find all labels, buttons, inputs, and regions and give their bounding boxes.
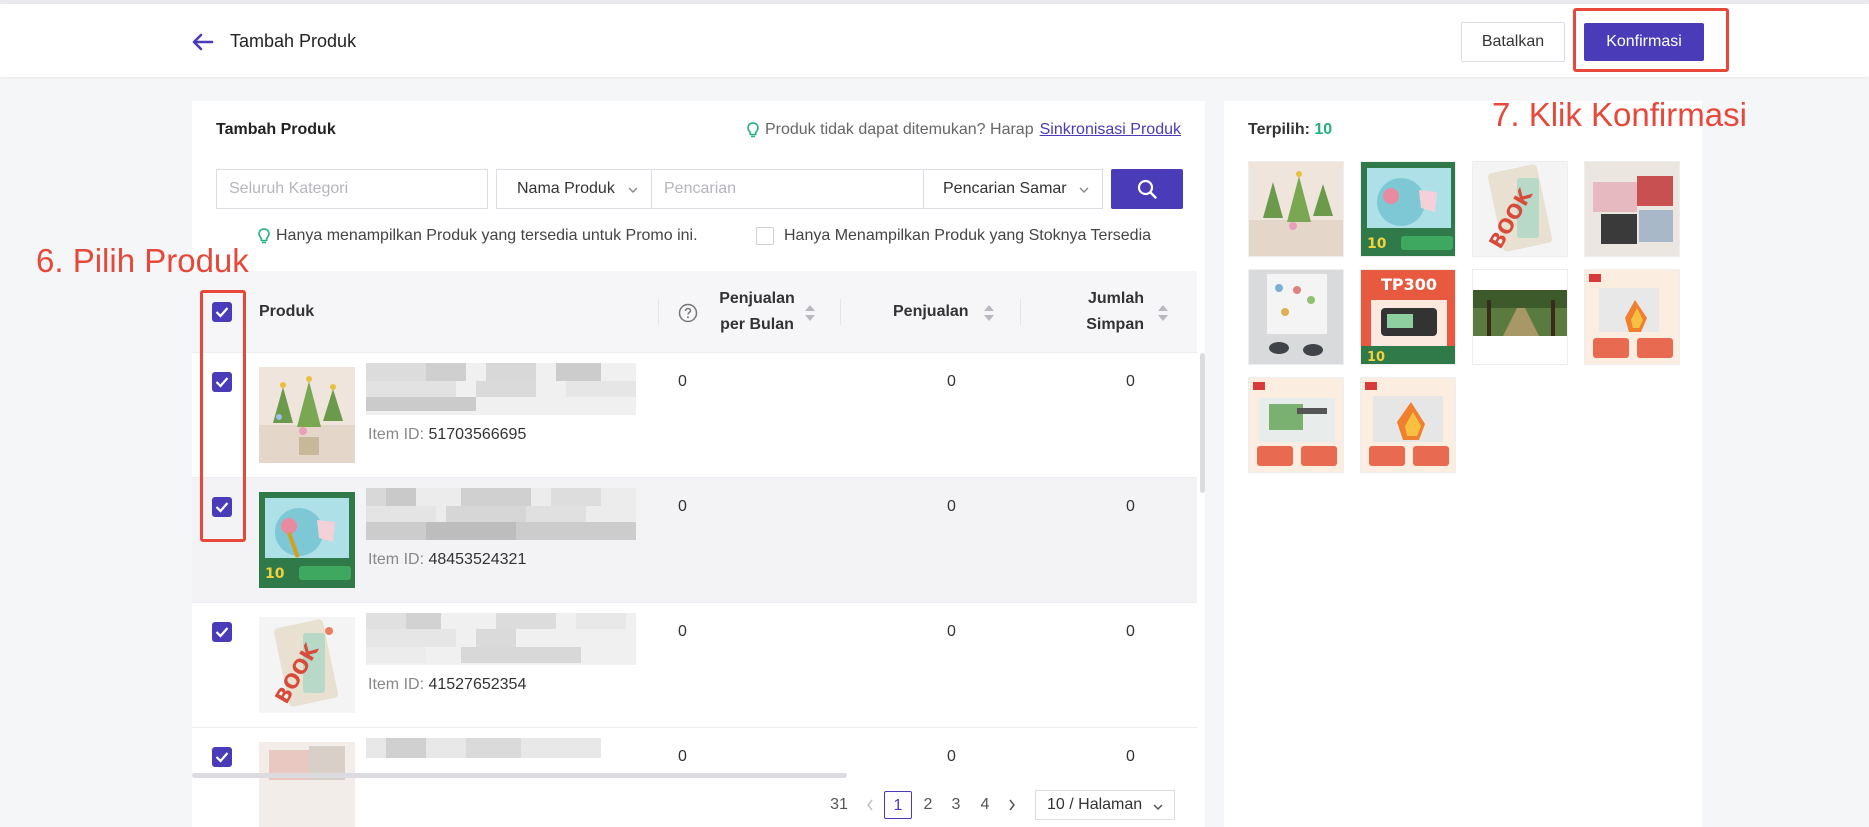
column-saved[interactable]: Jumlah Simpan bbox=[1086, 290, 1144, 333]
total-count: 31 bbox=[830, 796, 848, 813]
row-checkbox[interactable] bbox=[212, 622, 232, 642]
horizontal-scrollbar[interactable] bbox=[192, 773, 847, 778]
next-page-icon[interactable] bbox=[1002, 791, 1022, 819]
selected-panel: Terpilih: 10 10 BOOK TP300 10 bbox=[1224, 101, 1702, 827]
row-checkbox[interactable] bbox=[212, 747, 232, 767]
page-title: Tambah Produk bbox=[230, 31, 357, 51]
search-icon bbox=[1137, 179, 1157, 199]
stock-only-label: Hanya Menampilkan Produk yang Stoknya Te… bbox=[784, 227, 1152, 244]
saved-value: 0 bbox=[1126, 373, 1135, 390]
sales-value: 0 bbox=[947, 623, 956, 640]
svg-text:10: 10 bbox=[1367, 236, 1387, 252]
step6-annotation: 6. Pilih Produk bbox=[36, 242, 249, 279]
page-2[interactable]: 2 bbox=[923, 796, 933, 813]
saved-value: 0 bbox=[1126, 623, 1135, 640]
search-input[interactable]: Pencarian bbox=[651, 169, 924, 209]
selected-product-thumbnail[interactable] bbox=[1584, 269, 1680, 365]
search-field-value: Nama Produk bbox=[517, 180, 615, 197]
column-monthly-sales[interactable]: Penjualan per Bulan bbox=[719, 290, 795, 333]
monthly-sales-value: 0 bbox=[678, 748, 687, 765]
column-product: Produk bbox=[259, 303, 315, 320]
svg-text:10: 10 bbox=[1367, 350, 1385, 365]
lightbulb-icon bbox=[747, 121, 759, 139]
product-thumbnail bbox=[259, 367, 355, 463]
page-size-select[interactable]: 10 / Halaman bbox=[1035, 790, 1175, 820]
table-row[interactable]: Item ID: 51703566695 0 0 0 bbox=[192, 353, 1197, 478]
selected-product-thumbnail[interactable] bbox=[1472, 269, 1568, 365]
selected-product-thumbnail[interactable]: BOOK bbox=[1472, 161, 1568, 257]
step7-annotation: 7. Klik Konfirmasi bbox=[1492, 96, 1747, 133]
sort-icon[interactable] bbox=[1157, 303, 1169, 323]
back-arrow-icon[interactable] bbox=[190, 30, 216, 54]
top-border bbox=[0, 0, 1869, 4]
page-header: Tambah Produk Batalkan Konfirmasi bbox=[0, 4, 1869, 77]
promo-only-text: Hanya menampilkan Produk yang tersedia u… bbox=[276, 227, 698, 244]
chevron-down-icon bbox=[1078, 183, 1090, 195]
sync-hint-text: Produk tidak dapat ditemukan? Harap bbox=[764, 121, 1034, 138]
product-thumbnail: 10 bbox=[259, 492, 355, 588]
product-name-redacted bbox=[366, 613, 636, 665]
chevron-down-icon bbox=[627, 183, 639, 195]
search-mode-select[interactable]: Pencarian Samar bbox=[923, 169, 1103, 209]
sort-icon[interactable] bbox=[804, 303, 816, 323]
add-product-panel: Tambah Produk Produk tidak dapat ditemuk… bbox=[192, 101, 1205, 827]
monthly-sales-value: 0 bbox=[678, 623, 687, 640]
svg-text:10: 10 bbox=[265, 566, 285, 582]
page-3[interactable]: 3 bbox=[951, 796, 961, 813]
vertical-scrollbar[interactable] bbox=[1200, 353, 1205, 493]
svg-text:TP300: TP300 bbox=[1381, 275, 1437, 294]
item-id: Item ID: 48453524321 bbox=[368, 551, 527, 568]
prev-page-icon[interactable] bbox=[860, 791, 880, 819]
sales-value: 0 bbox=[947, 373, 956, 390]
sync-product-link[interactable]: Sinkronisasi Produk bbox=[1039, 121, 1181, 138]
item-id: Item ID: 41527652354 bbox=[368, 676, 527, 693]
sales-value: 0 bbox=[947, 498, 956, 515]
chevron-down-icon bbox=[1152, 800, 1164, 818]
table-row[interactable]: BOOK Item ID: 41527652354 0 0 0 bbox=[192, 603, 1197, 728]
selected-count-label: Terpilih: 10 bbox=[1248, 121, 1333, 138]
product-name-redacted bbox=[366, 488, 636, 540]
product-thumbnail bbox=[259, 742, 355, 827]
monthly-sales-value: 0 bbox=[678, 373, 687, 390]
help-question-icon[interactable] bbox=[678, 303, 698, 323]
stock-only-checkbox[interactable] bbox=[756, 227, 774, 245]
row-checkbox[interactable] bbox=[212, 497, 232, 517]
column-sales[interactable]: Penjualan bbox=[893, 303, 969, 320]
stock-only-filter[interactable]: Hanya Menampilkan Produk yang Stoknya Te… bbox=[756, 227, 1151, 245]
item-id: Item ID: 51703566695 bbox=[368, 426, 527, 443]
promo-only-hint: Hanya menampilkan Produk yang tersedia u… bbox=[258, 227, 698, 245]
panel-title: Tambah Produk bbox=[216, 121, 336, 138]
saved-value: 0 bbox=[1126, 748, 1135, 765]
table-header: Produk Penjualan per Bulan Penjualan Jum… bbox=[192, 271, 1197, 353]
confirm-button[interactable]: Konfirmasi bbox=[1584, 23, 1704, 61]
search-field-select[interactable]: Nama Produk bbox=[496, 169, 652, 209]
selected-product-thumbnail[interactable] bbox=[1360, 377, 1456, 473]
page-4[interactable]: 4 bbox=[980, 796, 990, 813]
lightbulb-icon bbox=[258, 227, 270, 245]
selected-product-thumbnail[interactable] bbox=[1248, 269, 1344, 365]
sync-hint: Produk tidak dapat ditemukan? Harap Sink… bbox=[747, 121, 1181, 139]
search-mode-value: Pencarian Samar bbox=[943, 180, 1067, 197]
saved-value: 0 bbox=[1126, 498, 1135, 515]
sort-icon[interactable] bbox=[983, 303, 995, 323]
selected-product-thumbnail[interactable] bbox=[1248, 161, 1344, 257]
product-thumbnail: BOOK bbox=[259, 617, 355, 713]
cancel-button[interactable]: Batalkan bbox=[1461, 22, 1565, 62]
sales-value: 0 bbox=[947, 748, 956, 765]
selected-product-thumbnail[interactable]: TP300 10 bbox=[1360, 269, 1456, 365]
category-select[interactable]: Seluruh Kategori bbox=[216, 169, 488, 209]
selected-product-thumbnail[interactable] bbox=[1584, 161, 1680, 257]
selected-product-thumbnail[interactable]: 10 bbox=[1360, 161, 1456, 257]
table-row[interactable]: 10 Item ID: 48453524321 0 0 0 bbox=[192, 478, 1197, 603]
product-name-redacted bbox=[366, 738, 636, 758]
page-size-value: 10 / Halaman bbox=[1047, 796, 1143, 813]
row-checkbox[interactable] bbox=[212, 372, 232, 392]
page-1[interactable]: 1 bbox=[884, 791, 912, 819]
selected-product-thumbnail[interactable] bbox=[1248, 377, 1344, 473]
search-button[interactable] bbox=[1111, 169, 1183, 209]
monthly-sales-value: 0 bbox=[678, 498, 687, 515]
product-name-redacted bbox=[366, 363, 636, 415]
select-all-checkbox[interactable] bbox=[212, 302, 232, 322]
